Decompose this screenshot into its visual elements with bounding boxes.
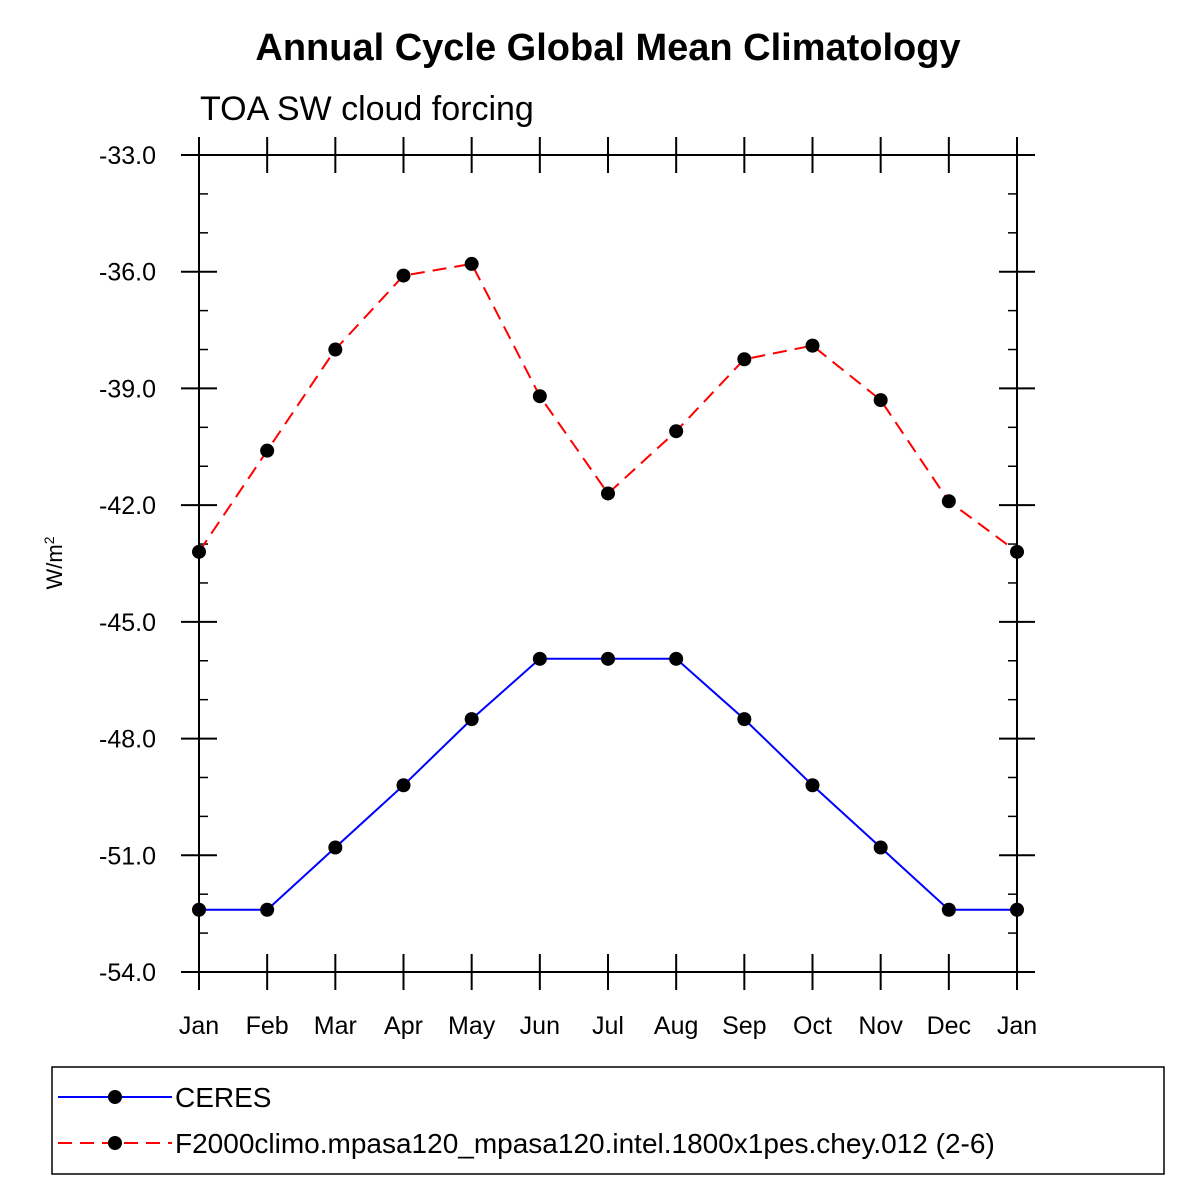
x-tick-labels: Jan Feb Mar Apr May Jun Jul Aug Sep Oct Nov Dec Jan bbox=[179, 1012, 1037, 1040]
y-tick-label: -33.0 bbox=[99, 142, 156, 170]
x-tick-label: Feb bbox=[246, 1012, 289, 1040]
data-point-series-1 bbox=[669, 424, 684, 439]
data-point-series-1 bbox=[260, 443, 275, 458]
plot-frame bbox=[198, 154, 1018, 973]
data-point-series-0 bbox=[328, 840, 343, 855]
series-lines bbox=[198, 262, 1018, 911]
x-tick-label: Mar bbox=[314, 1012, 357, 1040]
x-tick-label: Sep bbox=[722, 1012, 766, 1040]
data-point-series-1 bbox=[737, 352, 752, 367]
y-tick-label: -48.0 bbox=[99, 726, 156, 754]
y-axis-label: W/m2 bbox=[41, 536, 67, 589]
y-tick-label: -39.0 bbox=[99, 375, 156, 403]
data-point-series-0 bbox=[260, 902, 275, 917]
legend-label-ceres: CERES bbox=[175, 1082, 271, 1113]
x-tick-label: Dec bbox=[927, 1012, 971, 1040]
data-point-series-0 bbox=[601, 651, 615, 666]
legend: CERES F2000climo.mpasa120_mpasa120.intel… bbox=[51, 1066, 1165, 1175]
chart-title: Annual Cycle Global Mean Climatology bbox=[255, 27, 960, 69]
data-point-series-1 bbox=[601, 486, 615, 501]
data-point-series-0 bbox=[396, 778, 411, 793]
series-line-0 bbox=[199, 657, 1017, 911]
data-point-series-1 bbox=[328, 342, 343, 357]
data-point-series-0 bbox=[669, 651, 684, 666]
data-point-series-1 bbox=[941, 494, 956, 509]
x-tick-label: Jan bbox=[179, 1012, 219, 1040]
data-point-series-0 bbox=[873, 840, 888, 855]
x-tick-label: Aug bbox=[654, 1012, 698, 1040]
legend-box bbox=[51, 1066, 1165, 1175]
x-tick-label: Oct bbox=[793, 1012, 832, 1040]
y-tick-labels: -54.0 -51.0 -48.0 -45.0 -42.0 -39.0 -36.0 -33.0 bbox=[99, 142, 156, 987]
y-tick-label: -42.0 bbox=[99, 492, 156, 520]
x-tick-label: Jan bbox=[997, 1012, 1037, 1040]
legend-marker-model bbox=[108, 1136, 122, 1150]
axis-ticks bbox=[181, 137, 1035, 990]
data-point-series-0 bbox=[464, 712, 479, 727]
legend-marker-ceres bbox=[108, 1090, 122, 1104]
data-point-series-1 bbox=[532, 389, 547, 404]
y-tick-label: -36.0 bbox=[99, 259, 156, 287]
legend-label-model: F2000climo.mpasa120_mpasa120.intel.1800x… bbox=[175, 1128, 995, 1159]
y-axis-label-unit: W/m bbox=[42, 544, 67, 589]
x-tick-label: Apr bbox=[384, 1012, 423, 1040]
data-point-series-1 bbox=[873, 393, 888, 408]
x-tick-label: May bbox=[448, 1012, 496, 1040]
data-point-series-0 bbox=[532, 651, 547, 666]
x-tick-label: Jul bbox=[592, 1012, 624, 1040]
data-point-series-0 bbox=[737, 712, 752, 727]
series-line-1 bbox=[198, 262, 1018, 553]
y-tick-label: -51.0 bbox=[99, 842, 156, 870]
series-markers bbox=[192, 256, 1024, 917]
y-tick-label: -54.0 bbox=[99, 959, 156, 987]
x-tick-label: Jun bbox=[520, 1012, 560, 1040]
data-point-series-1 bbox=[396, 268, 411, 283]
data-point-series-0 bbox=[941, 902, 956, 917]
y-axis-label-superscript: 2 bbox=[41, 536, 57, 544]
data-point-series-1 bbox=[805, 338, 820, 353]
data-point-series-0 bbox=[805, 778, 820, 793]
x-tick-label: Nov bbox=[858, 1012, 903, 1040]
data-point-series-1 bbox=[464, 256, 479, 271]
chart-subtitle: TOA SW cloud forcing bbox=[200, 90, 534, 128]
y-tick-label: -45.0 bbox=[99, 609, 156, 637]
